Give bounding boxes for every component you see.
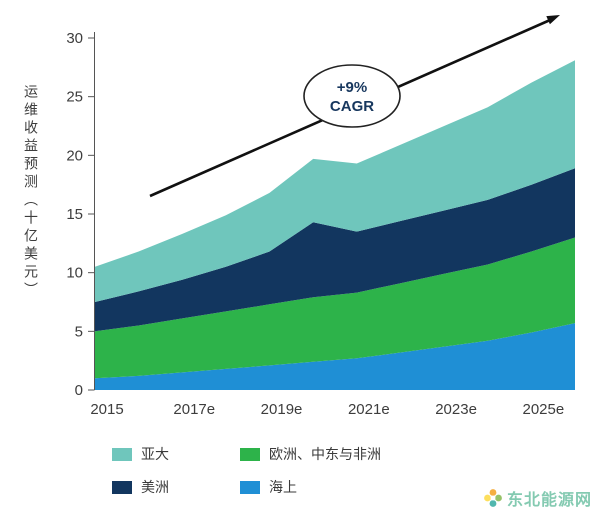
- watermark-text: 东北能源网: [506, 492, 592, 509]
- legend-swatch-offshore: [240, 480, 260, 494]
- area-series: [95, 323, 575, 390]
- legend-item-offshore: 海上: [240, 477, 381, 497]
- legend-label-offshore: 海上: [269, 479, 297, 495]
- annotation-line1: +9%: [337, 79, 367, 96]
- cagr-annotation: +9% CAGR: [303, 64, 401, 128]
- arrow-head-icon: [546, 15, 560, 25]
- legend-label-americas: 美洲: [141, 479, 169, 495]
- annotation-ellipse: [303, 64, 401, 128]
- y-tick-label: 0: [75, 382, 83, 399]
- legend-swatch-apac: [112, 447, 132, 461]
- legend-item-americas: 美洲: [112, 477, 240, 497]
- x-tick-label: 2015: [90, 401, 123, 418]
- y-axis-title: 运维收益预测（十亿美元）: [23, 84, 39, 300]
- y-tick-label: 15: [66, 206, 83, 223]
- x-tick-label: 2025e: [523, 401, 565, 418]
- chart-axes: 0 5 10 15 20 25 30 2015 2017e 2019e 2021e 2023e 2025…: [66, 30, 564, 418]
- legend: 亚大 欧洲、中东与非洲 美洲 海上: [112, 444, 381, 497]
- legend-label-emea: 欧洲、中东与非洲: [269, 446, 381, 462]
- x-tick-label: 2019e: [261, 401, 303, 418]
- y-tick-label: 10: [66, 265, 83, 282]
- area-series: [95, 237, 575, 379]
- legend-swatch-americas: [112, 480, 132, 494]
- watermark-flower-icon: [484, 489, 502, 507]
- legend-item-emea: 欧洲、中东与非洲: [240, 444, 381, 464]
- legend-label-apac: 亚大: [141, 446, 169, 462]
- y-tick-label: 5: [75, 323, 83, 340]
- area-series: [95, 60, 575, 302]
- legend-swatch-emea: [240, 447, 260, 461]
- x-tick-label: 2023e: [435, 401, 477, 418]
- y-tick-label: 25: [66, 89, 83, 106]
- annotation-line2: CAGR: [330, 98, 374, 115]
- stacked-area-chart: 0 5 10 15 20 25 30 2015 2017e 2019e 2021e 2023e 2025…: [66, 15, 575, 418]
- chart-areas: [95, 60, 575, 390]
- watermark: 东北能源网: [483, 486, 592, 510]
- legend-item-apac: 亚大: [112, 444, 240, 464]
- y-tick-label: 20: [66, 147, 83, 164]
- y-tick-label: 30: [66, 30, 83, 47]
- x-tick-label: 2017e: [173, 401, 215, 418]
- area-series: [95, 168, 575, 332]
- x-tick-label: 2021e: [348, 401, 390, 418]
